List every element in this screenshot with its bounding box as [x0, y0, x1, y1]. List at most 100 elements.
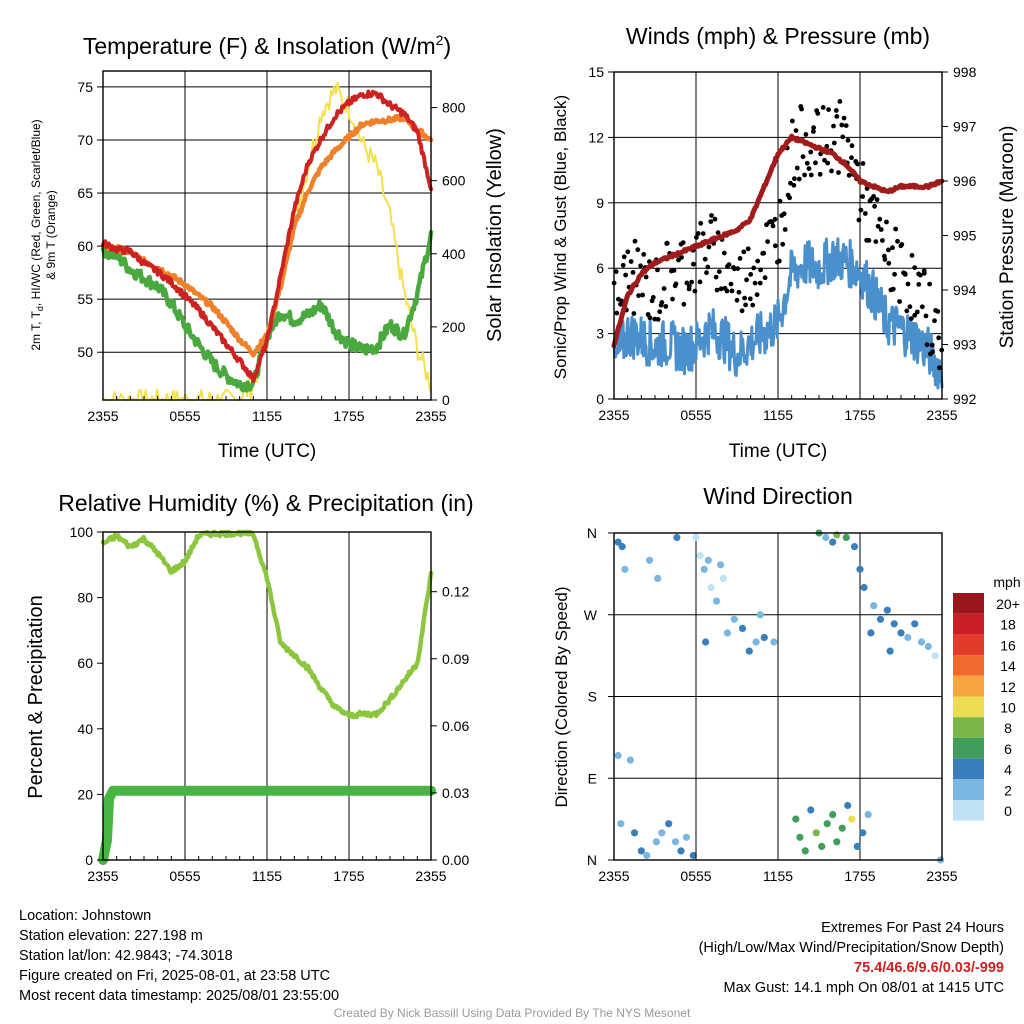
- colorbar-label: 8: [1004, 720, 1012, 736]
- gust-point: [790, 118, 795, 124]
- credit-line: Created By Nick Bassill Using Data Provi…: [333, 1006, 691, 1020]
- temp-2m-line: [101, 89, 433, 383]
- gust-point: [912, 312, 918, 318]
- y2-tick-label: 998: [953, 64, 977, 80]
- direction-point: [696, 552, 704, 560]
- dir-plot-area: [614, 529, 945, 864]
- gust-point: [776, 258, 782, 264]
- colorbar-swatch: [953, 779, 984, 800]
- gust-point: [833, 108, 839, 113]
- direction-tick-label: E: [588, 770, 597, 786]
- gust-point: [893, 226, 898, 232]
- gust-point: [914, 309, 920, 315]
- gust-point: [840, 134, 846, 140]
- direction-point: [738, 624, 747, 633]
- wind-y-axis-label: Sonic/Prop Wind & Gust (Blue, Black): [551, 95, 570, 379]
- direction-tick-label: N: [587, 525, 597, 541]
- direction-point: [723, 629, 732, 637]
- rh-title: Relative Humidity (%) & Precipitation (i…: [58, 490, 473, 516]
- gust-point: [742, 295, 747, 301]
- gust-point: [829, 168, 834, 174]
- y-tick-label: 9: [596, 195, 604, 211]
- gust-point: [813, 160, 818, 166]
- direction-point: [645, 556, 654, 564]
- gust-point: [686, 283, 692, 289]
- direction-point: [883, 606, 891, 614]
- gust-point: [872, 203, 877, 209]
- gust-point: [871, 194, 876, 199]
- y-tick-label: 15: [588, 64, 604, 80]
- temp-title: Temperature (F) & Insolation (W/m2): [83, 32, 451, 59]
- gust-point: [886, 260, 892, 266]
- direction-point: [745, 647, 753, 655]
- y-tick-label: 12: [588, 129, 604, 145]
- gust-point: [908, 316, 914, 321]
- gust-point: [761, 250, 767, 256]
- x-tick-label: 1155: [252, 408, 282, 424]
- y2-tick-label: 800: [442, 100, 466, 116]
- direction-tick-label: S: [588, 689, 597, 705]
- gust-point: [873, 239, 879, 245]
- gust-point: [806, 166, 812, 172]
- station-info: Location: Johnstown Station elevation: 2…: [19, 906, 339, 1006]
- x-tick-label: 2355: [926, 407, 957, 423]
- gust-point: [750, 302, 756, 308]
- colorbar-swatch: [953, 717, 984, 738]
- gust-point: [782, 227, 788, 232]
- rh-panel: Relative Humidity (%) & Precipitation (i…: [25, 490, 474, 884]
- gust-point: [702, 256, 708, 262]
- gust-point: [858, 207, 864, 213]
- gust-point: [884, 219, 889, 225]
- direction-point: [867, 629, 875, 637]
- direction-point: [850, 543, 859, 551]
- max-gust: Max Gust: 14.1 mph On 08/01 at 1415 UTC: [723, 980, 1004, 996]
- direction-point: [770, 638, 778, 646]
- gust-point: [748, 272, 754, 277]
- gust-point: [659, 300, 665, 305]
- colorbar-swatch: [953, 655, 984, 676]
- gust-point: [866, 238, 872, 243]
- wind-x-axis-label: Time (UTC): [729, 441, 828, 462]
- gust-point: [820, 105, 826, 110]
- dir-title: Wind Direction: [703, 483, 853, 509]
- direction-point: [637, 847, 645, 855]
- direction-point: [924, 642, 932, 651]
- direction-point: [792, 815, 800, 823]
- colorbar-label: 2: [1004, 782, 1012, 798]
- gust-point: [791, 182, 797, 188]
- gust-point: [936, 335, 942, 341]
- gust-point: [878, 227, 884, 232]
- y2-tick-label: 0.09: [442, 651, 469, 667]
- gust-point: [817, 171, 823, 177]
- direction-point: [890, 620, 898, 628]
- gust-point: [907, 304, 913, 310]
- gust-point: [800, 154, 806, 160]
- gust-point: [855, 161, 860, 167]
- gust-point: [895, 238, 900, 244]
- direction-point: [823, 820, 831, 828]
- gust-point: [726, 262, 732, 268]
- gust-point: [758, 267, 763, 273]
- gust-point: [811, 125, 816, 131]
- gust-point: [825, 160, 831, 166]
- gust-point: [721, 250, 727, 256]
- gust-point: [736, 289, 742, 295]
- gust-point: [619, 298, 624, 304]
- temp-x-axis-label: Time (UTC): [218, 441, 317, 462]
- x-tick-label: 0555: [169, 868, 200, 884]
- direction-point: [630, 829, 639, 837]
- y2-tick-label: 400: [442, 246, 466, 262]
- gust-point: [636, 293, 641, 298]
- gust-point: [754, 292, 760, 298]
- gust-point: [862, 211, 868, 216]
- gust-point: [902, 272, 908, 277]
- colorbar-swatch: [953, 758, 984, 780]
- gust-point: [664, 240, 670, 246]
- gust-point: [839, 122, 845, 128]
- x-tick-label: 1155: [252, 868, 282, 884]
- gust-point: [757, 280, 763, 286]
- y2-tick-label: 992: [953, 391, 977, 407]
- gust-point: [856, 217, 862, 223]
- rh-y-axis-label: Percent & Precipitation: [25, 595, 47, 798]
